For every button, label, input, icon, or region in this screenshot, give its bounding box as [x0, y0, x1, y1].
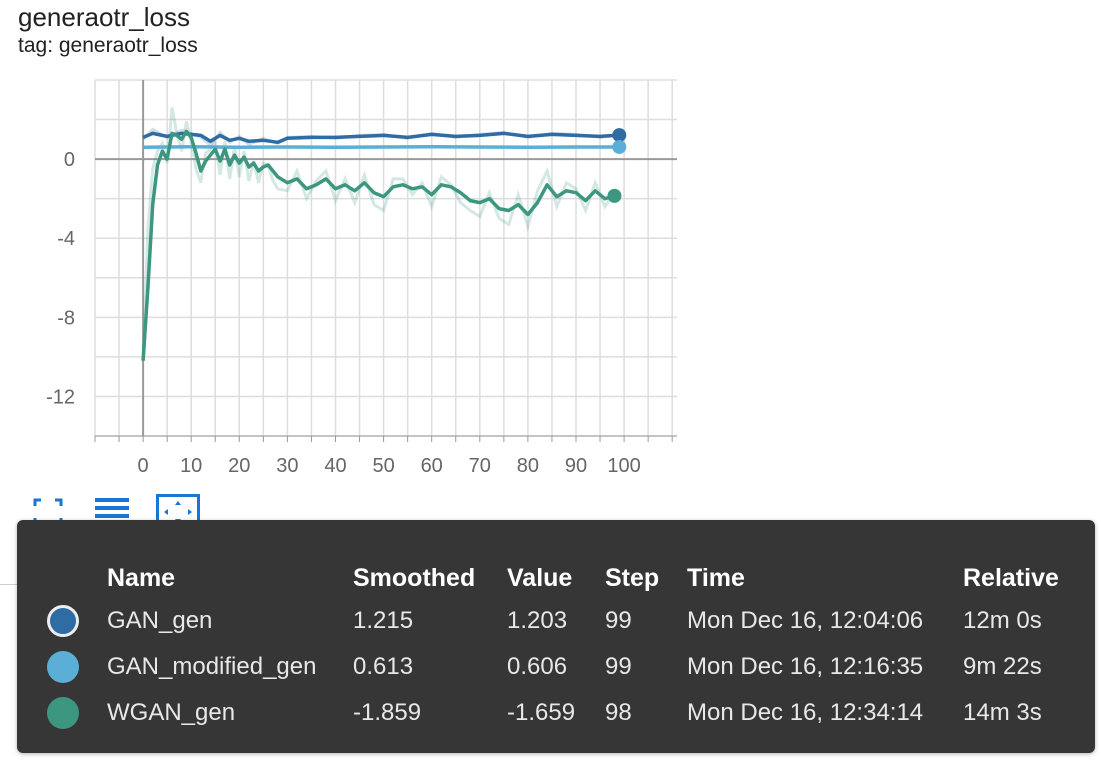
header-relative: Relative	[963, 563, 1059, 592]
header-value: Value	[507, 563, 573, 592]
series-color-dot	[47, 697, 79, 729]
series-end-marker	[612, 139, 627, 154]
chart-ticks: 0 10 20 30 40 50 60 70 80 90 100 0 -4 -8 -12	[46, 149, 641, 477]
x-tick-label: 0	[138, 455, 149, 477]
expand-icon[interactable]	[30, 494, 66, 530]
smoothed-value: 1.215	[353, 607, 414, 634]
tooltip-panel: Name Smoothed Value Step Time Relative G…	[17, 520, 1095, 753]
x-tick-label: 60	[421, 455, 443, 477]
series-name: GAN_gen	[107, 607, 213, 634]
card-tag: tag: generaotr_loss	[18, 34, 198, 57]
x-tick-label: 90	[565, 455, 587, 477]
series-name: GAN_modified_gen	[107, 653, 317, 680]
relative-value: 12m 0s	[963, 607, 1042, 634]
x-tick-label: 80	[517, 455, 539, 477]
header-time: Time	[687, 563, 745, 592]
y-tick-label: 0	[64, 149, 75, 171]
relative-value: 14m 3s	[963, 699, 1042, 726]
header-step: Step	[605, 563, 660, 592]
step-value: 99	[605, 607, 632, 634]
card-title: generaotr_loss	[18, 2, 190, 32]
raw-value: 0.606	[507, 653, 568, 680]
series-name: WGAN_gen	[107, 699, 236, 726]
series-swatch	[37, 644, 107, 690]
line-chart[interactable]: 0 10 20 30 40 50 60 70 80 90 100 0 -4 -8 -12	[0, 70, 700, 490]
header-name: Name	[107, 563, 176, 592]
raw-value: 1.203	[507, 607, 568, 634]
time-value: Mon Dec 16, 12:34:14	[687, 699, 924, 726]
series-color-dot	[47, 605, 79, 637]
smoothed-value: -1.859	[353, 699, 422, 726]
series-swatch	[37, 690, 107, 736]
header-smoothed: Smoothed	[353, 563, 476, 592]
series-swatch	[37, 598, 107, 644]
relative-value: 9m 22s	[963, 653, 1042, 680]
x-tick-label: 100	[607, 455, 640, 477]
chart-axes	[94, 80, 677, 442]
series-line	[141, 129, 615, 361]
step-value: 99	[605, 653, 632, 680]
x-tick-label: 10	[180, 455, 202, 477]
smoothed-value: 0.613	[353, 653, 414, 680]
step-value: 98	[605, 699, 632, 726]
x-tick-label: 40	[324, 455, 346, 477]
time-value: Mon Dec 16, 12:04:06	[687, 607, 924, 634]
series-line	[142, 131, 620, 145]
tooltip-table: Name Smoothed Value Step Time Relative G…	[37, 558, 1083, 736]
x-tick-label: 30	[276, 455, 298, 477]
table-row: GAN_gen 1.215 1.203 99 Mon Dec 16, 12:04…	[37, 598, 1083, 644]
divider	[0, 584, 18, 585]
table-row: GAN_modified_gen 0.613 0.606 99 Mon Dec …	[37, 644, 1083, 690]
y-tick-label: -8	[57, 307, 75, 329]
series-end-marker	[612, 128, 627, 143]
series-color-dot	[47, 651, 79, 683]
x-tick-label: 50	[372, 455, 394, 477]
y-tick-label: -4	[57, 228, 75, 250]
x-tick-label: 20	[228, 455, 250, 477]
table-row: WGAN_gen -1.859 -1.659 98 Mon Dec 16, 12…	[37, 690, 1083, 736]
series-end-marker	[607, 188, 622, 203]
raw-value: -1.659	[507, 699, 576, 726]
time-value: Mon Dec 16, 12:16:35	[687, 653, 924, 680]
y-tick-label: -12	[46, 386, 75, 408]
header-swatch	[37, 558, 107, 598]
tooltip-header-row: Name Smoothed Value Step Time Relative	[37, 558, 1083, 598]
chart-series	[141, 107, 627, 361]
x-tick-label: 70	[469, 455, 491, 477]
